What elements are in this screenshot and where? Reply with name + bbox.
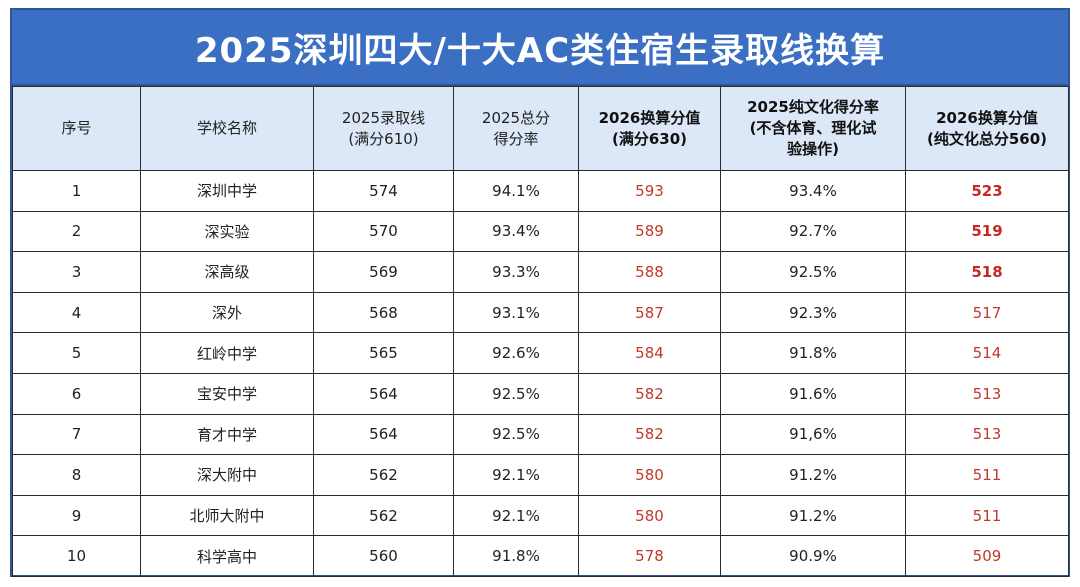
cell-culture-converted-2026: 513 [905,372,1069,415]
cell-culture-rate-2025: 93.4% [720,170,906,212]
cell-rate-2025: 93.1% [453,291,579,334]
cell-converted-2026: 587 [578,291,721,334]
cell-school: 深高级 [140,251,314,293]
cell-rate-2025: 92.5% [453,413,579,456]
header-row: 序号 学校名称 2025录取线 (满分610) 2025总分 得分率 2026换… [12,86,1069,171]
cell-culture-converted-2026: 511 [905,454,1069,496]
cell-index: 3 [12,251,141,293]
cell-score-2025: 564 [313,372,454,415]
cell-index: 1 [12,170,141,212]
cell-rate-2025: 93.3% [453,251,579,293]
cell-culture-converted-2026: 514 [905,332,1069,374]
cell-rate-2025: 92.1% [453,454,579,496]
cell-school: 深实验 [140,210,314,253]
cell-converted-2026: 589 [578,210,721,253]
cell-culture-converted-2026: 511 [905,494,1069,537]
table-body: 1 深圳中学 574 94.1% 593 93.4% 523 2 深实验 570 93.4% 589 9… [12,170,1069,577]
cell-rate-2025: 93.4% [453,210,579,253]
cell-rate-2025: 91.8% [453,535,579,577]
cell-score-2025: 565 [313,332,454,374]
cell-index: 9 [12,494,141,537]
cell-index: 10 [12,535,141,577]
cell-school: 红岭中学 [140,332,314,374]
header-index: 序号 [12,86,141,171]
table-row: 2 深实验 570 93.4% 589 92.7% 519 [12,210,1069,253]
cell-score-2025: 569 [313,251,454,293]
cell-culture-rate-2025: 92.7% [720,210,906,253]
cell-school: 深大附中 [140,454,314,496]
table-row: 4 深外 568 93.1% 587 92.3% 517 [12,291,1069,334]
cell-score-2025: 560 [313,535,454,577]
cell-culture-converted-2026: 518 [905,251,1069,293]
header-school: 学校名称 [140,86,314,171]
table-row: 9 北师大附中 562 92.1% 580 91.2% 511 [12,494,1069,537]
cell-culture-rate-2025: 91.2% [720,494,906,537]
cell-index: 4 [12,291,141,334]
cell-rate-2025: 92.6% [453,332,579,374]
cell-culture-converted-2026: 509 [905,535,1069,577]
cell-culture-converted-2026: 513 [905,413,1069,456]
page-title: 2025深圳四大/十大AC类住宿生录取线换算 [12,10,1068,86]
table-row: 10 科学高中 560 91.8% 578 90.9% 509 [12,535,1069,577]
cell-converted-2026: 580 [578,494,721,537]
cell-school: 北师大附中 [140,494,314,537]
cell-culture-rate-2025: 92.3% [720,291,906,334]
cell-school: 宝安中学 [140,372,314,415]
table-row: 1 深圳中学 574 94.1% 593 93.4% 523 [12,170,1069,212]
cell-school: 深圳中学 [140,170,314,212]
cell-converted-2026: 582 [578,413,721,456]
cell-converted-2026: 588 [578,251,721,293]
cell-rate-2025: 92.1% [453,494,579,537]
cell-score-2025: 574 [313,170,454,212]
cell-index: 7 [12,413,141,456]
cell-culture-rate-2025: 91.2% [720,454,906,496]
cell-score-2025: 562 [313,494,454,537]
cell-converted-2026: 593 [578,170,721,212]
cell-converted-2026: 580 [578,454,721,496]
cell-culture-converted-2026: 519 [905,210,1069,253]
header-rate-2025: 2025总分 得分率 [453,86,579,171]
table-row: 8 深大附中 562 92.1% 580 91.2% 511 [12,454,1069,496]
header-score-2025: 2025录取线 (满分610) [313,86,454,171]
cell-index: 5 [12,332,141,374]
cell-school: 深外 [140,291,314,334]
table-row: 5 红岭中学 565 92.6% 584 91.8% 514 [12,332,1069,374]
cell-culture-rate-2025: 92.5% [720,251,906,293]
cell-converted-2026: 578 [578,535,721,577]
cell-index: 2 [12,210,141,253]
cell-score-2025: 562 [313,454,454,496]
cell-school: 科学高中 [140,535,314,577]
header-culture-rate-2025: 2025纯文化得分率 (不含体育、理化试 验操作) [720,86,906,171]
table-row: 6 宝安中学 564 92.5% 582 91.6% 513 [12,372,1069,415]
cell-culture-converted-2026: 523 [905,170,1069,212]
cell-culture-rate-2025: 91,6% [720,413,906,456]
cell-converted-2026: 584 [578,332,721,374]
cell-index: 8 [12,454,141,496]
cell-culture-converted-2026: 517 [905,291,1069,334]
table-row: 3 深高级 569 93.3% 588 92.5% 518 [12,251,1069,293]
cell-score-2025: 564 [313,413,454,456]
score-table: 序号 学校名称 2025录取线 (满分610) 2025总分 得分率 2026换… [12,86,1069,577]
cell-score-2025: 570 [313,210,454,253]
cell-culture-rate-2025: 90.9% [720,535,906,577]
table-row: 7 育才中学 564 92.5% 582 91,6% 513 [12,413,1069,456]
header-culture-converted-2026: 2026换算分值 (纯文化总分560) [905,86,1069,171]
cell-score-2025: 568 [313,291,454,334]
cell-rate-2025: 92.5% [453,372,579,415]
cell-culture-rate-2025: 91.6% [720,372,906,415]
cell-index: 6 [12,372,141,415]
cell-converted-2026: 582 [578,372,721,415]
cell-rate-2025: 94.1% [453,170,579,212]
header-converted-2026: 2026换算分值 (满分630) [578,86,721,171]
score-table-card: 2025深圳四大/十大AC类住宿生录取线换算 序号 学校名称 2025录取线 (… [10,8,1070,577]
cell-school: 育才中学 [140,413,314,456]
cell-culture-rate-2025: 91.8% [720,332,906,374]
